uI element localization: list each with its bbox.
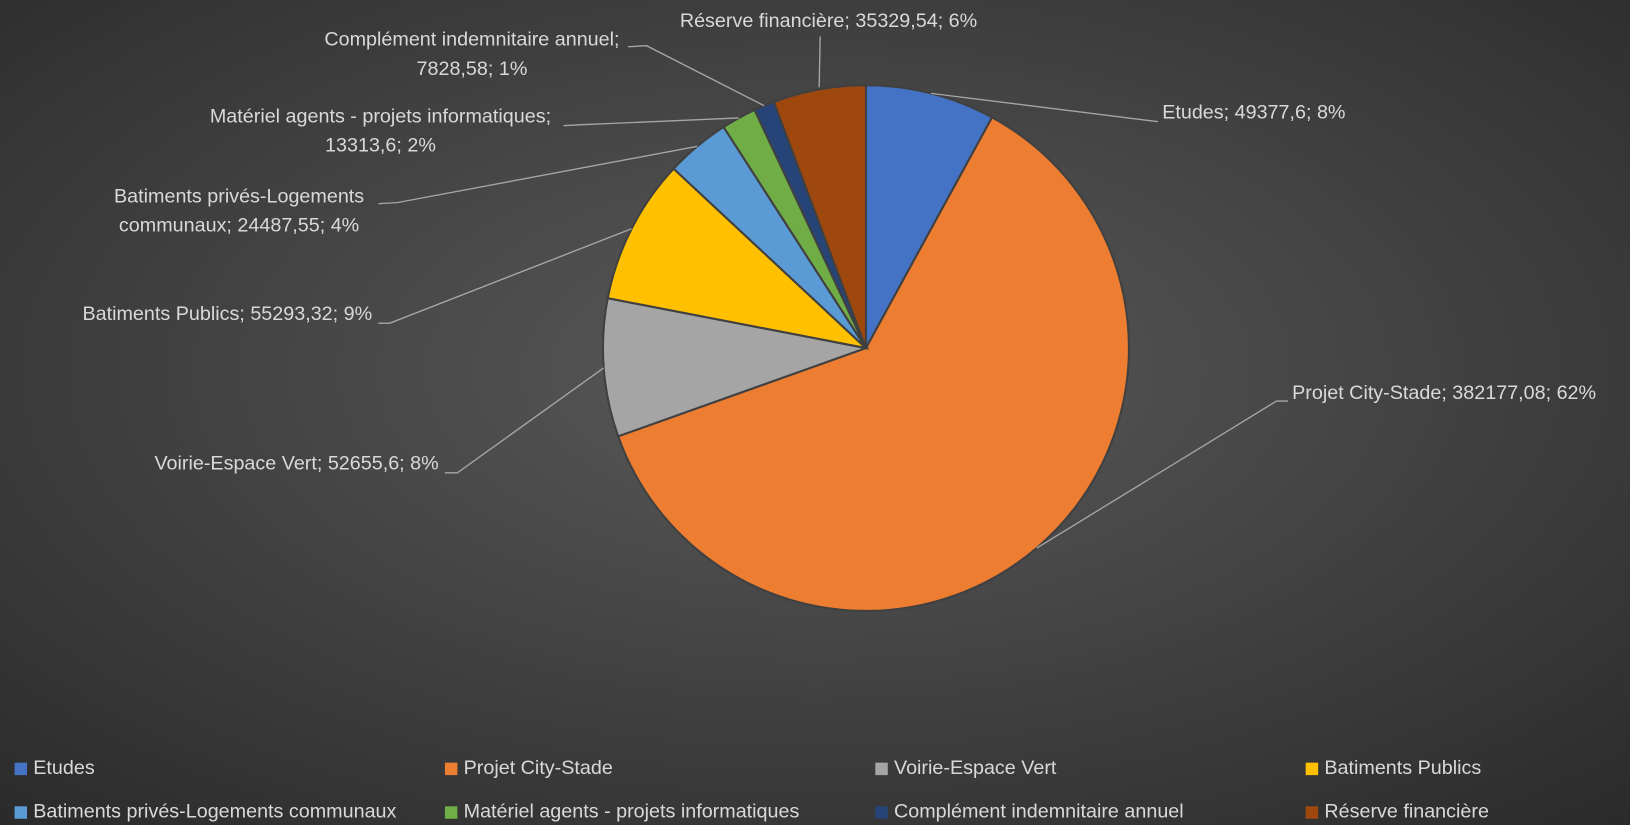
legend-swatch (1305, 762, 1319, 776)
data-label: Batiments Publics; 55293,32; 9% (82, 303, 372, 325)
data-label: Réserve financière; 35329,54; 6% (680, 10, 977, 32)
pie-slice (772, 84, 867, 349)
legend-label: Matériel agents - projets informatiques (464, 801, 800, 823)
data-label: Voirie-Espace Vert; 52655,6; 8% (154, 453, 438, 475)
data-label: Projet City-Stade; 382177,08; 62% (1292, 382, 1596, 404)
legend-label: Voirie-Espace Vert (894, 757, 1057, 779)
legend-swatch (1305, 806, 1319, 819)
pie-slice (601, 296, 870, 438)
leader-line (378, 145, 698, 205)
data-label: Complément indemnitaire annuel; (324, 29, 619, 51)
data-label: Matériel agents - projets informatiques; (210, 106, 551, 128)
data-label: communaux; 24487,55; 4% (119, 215, 359, 237)
legend-label: Réserve financière (1324, 801, 1489, 823)
legend-label: Projet City-Stade (464, 757, 613, 779)
legend-swatch (875, 806, 888, 819)
legend-swatch (875, 762, 888, 776)
legend-swatch (444, 806, 458, 819)
leader-line (563, 117, 739, 127)
data-label: 13313,6; 2% (325, 135, 436, 157)
data-label: 7828,58; 1% (417, 58, 528, 80)
leader-line (818, 36, 821, 88)
leader-line (930, 92, 1159, 123)
legend-swatch (14, 806, 28, 819)
legend-swatch (444, 762, 458, 776)
data-label: Batiments privés-Logements (114, 186, 364, 208)
leader-line (444, 367, 605, 474)
leader-line (627, 45, 765, 107)
leader-line (1036, 400, 1288, 549)
legend-label: Complément indemnitaire annuel (894, 801, 1184, 823)
legend-label: Batiments privés-Logements communaux (33, 801, 396, 823)
data-label: Etudes; 49377,6; 8% (1162, 101, 1345, 123)
pie-slice (606, 167, 870, 350)
legend-swatch (14, 762, 28, 776)
legend-label: Batiments Publics (1324, 757, 1481, 779)
legend-label: Etudes (33, 757, 95, 779)
leader-line (378, 228, 632, 324)
